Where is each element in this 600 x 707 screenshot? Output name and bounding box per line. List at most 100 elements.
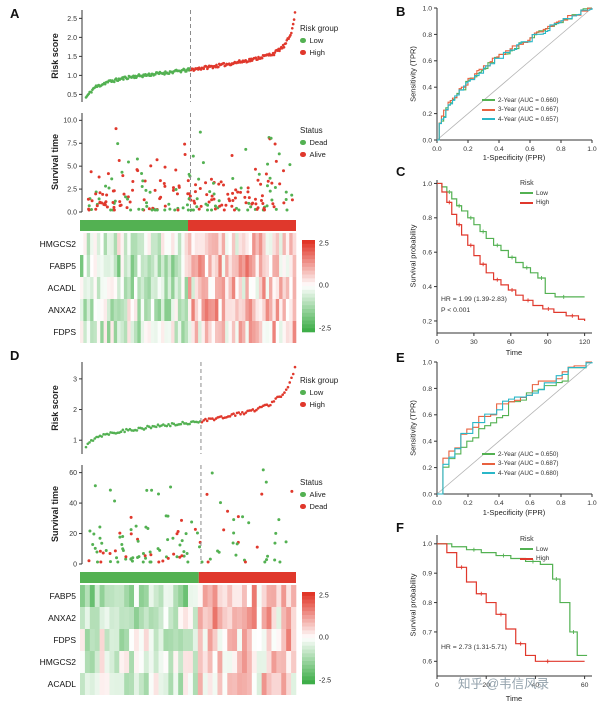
- legend-item-label: Low: [309, 388, 324, 397]
- annotation-line: HR = 2.73 (1.31-5.71): [441, 644, 507, 651]
- svg-text:0.0: 0.0: [423, 137, 433, 144]
- legend-title: Status: [300, 126, 323, 135]
- legend-item-label: Low: [536, 189, 548, 197]
- svg-text:2.5: 2.5: [67, 16, 77, 23]
- legend-A-surv: Status Dead Alive: [300, 126, 327, 159]
- svg-text:0.6: 0.6: [525, 146, 535, 153]
- watermark: 知乎 @韦信风录: [458, 677, 550, 691]
- legend-item-high: High: [300, 400, 338, 409]
- gene-label-hmgcs2: HMGCS2: [39, 657, 76, 667]
- svg-text:3: 3: [73, 376, 77, 383]
- legend-item: High: [520, 199, 549, 206]
- gene-label-anxa2: ANXA2: [48, 613, 76, 623]
- low-dot-icon: [300, 389, 306, 396]
- legend-item-label: Alive: [309, 150, 326, 159]
- gene-label-fabp5: FABP5: [49, 591, 76, 601]
- svg-text:0.8: 0.8: [556, 146, 566, 153]
- line-swatch-icon: [520, 557, 533, 560]
- ylabel-A-risk: Risk score: [50, 33, 60, 79]
- panel-label-d: D: [10, 348, 20, 363]
- panel-label-b: B: [396, 4, 406, 19]
- colorbar-tick: 2.5: [319, 592, 329, 600]
- svg-text:40: 40: [532, 682, 540, 689]
- B-roc: 0.0 0.2 0.4 0.6 0.8 1.0 0.0 0.2 0.4 0.6 0.8 1.0: [423, 5, 597, 153]
- legend-item: Low: [520, 546, 549, 553]
- xlabel-C-km: Time: [505, 348, 523, 357]
- ylabel-C-km: Survival probability: [408, 224, 418, 288]
- svg-text:0.0: 0.0: [432, 146, 442, 153]
- gene-label-fdps: FDPS: [53, 327, 76, 337]
- svg-text:0: 0: [435, 682, 439, 689]
- legend-item-label: Low: [309, 36, 324, 45]
- legend-item: High: [520, 555, 549, 562]
- high-dot-icon: [300, 401, 306, 408]
- svg-text:1.0: 1.0: [587, 500, 597, 507]
- svg-text:0.8: 0.8: [423, 600, 433, 607]
- legend-item-dead: Dead: [300, 502, 327, 511]
- legend-item: 3-Year (AUC = 0.687): [482, 460, 559, 467]
- legend-title: Risk group: [300, 376, 339, 385]
- annotation-F-km: HR = 2.73 (1.31-5.71): [441, 643, 507, 654]
- A-heat: [80, 220, 315, 343]
- legend-D-surv: Status Alive Dead: [300, 478, 327, 511]
- legend-item: 4-Year (AUC = 0.680): [482, 470, 559, 477]
- panel-label-a: A: [10, 6, 20, 21]
- D-heat: [80, 572, 315, 695]
- legend-title: Status: [300, 478, 323, 487]
- ylabel-F-km: Survival probability: [408, 573, 418, 637]
- ylabel-E-roc: Sensitivity (TPR): [408, 400, 418, 456]
- svg-text:60: 60: [581, 682, 589, 689]
- high-dot-icon: [300, 49, 306, 56]
- xlabel-B-roc: 1-Specificity (FPR): [482, 153, 546, 162]
- colorbar-tick: 0.0: [319, 282, 329, 290]
- annotation-line: P < 0.001: [441, 306, 471, 314]
- svg-text:0.0: 0.0: [423, 491, 433, 498]
- svg-text:1: 1: [73, 438, 77, 445]
- panel-label-c: C: [396, 164, 406, 179]
- line-swatch-icon: [482, 108, 495, 111]
- svg-text:0.5: 0.5: [67, 92, 77, 99]
- legend-item-label: High: [536, 199, 550, 206]
- svg-text:0.4: 0.4: [494, 146, 504, 153]
- line-swatch-icon: [520, 201, 533, 204]
- legend-A-risk: Risk group Low High: [300, 24, 338, 57]
- legend-item-label: 3-Year (AUC = 0.667): [498, 106, 559, 113]
- svg-text:0.8: 0.8: [423, 32, 433, 39]
- legend-item-label: Low: [536, 545, 548, 553]
- line-swatch-icon: [482, 472, 495, 474]
- legend-item-label: Dead: [309, 502, 328, 511]
- svg-text:10.0: 10.0: [63, 118, 77, 125]
- legend-item-low: Low: [300, 388, 338, 397]
- legend-item-label: 4-Year (AUC = 0.657): [498, 115, 559, 123]
- svg-text:0.0: 0.0: [432, 500, 442, 507]
- colorbar-tick: -2.5: [319, 325, 332, 333]
- svg-text:40: 40: [69, 500, 77, 507]
- line-swatch-icon: [482, 118, 495, 120]
- svg-text:0.4: 0.4: [494, 500, 504, 507]
- gene-label-acadl: ACADL: [47, 283, 76, 293]
- legend-E-roc: 2-Year (AUC = 0.650) 3-Year (AUC = 0.687)…: [482, 448, 559, 477]
- svg-text:0.2: 0.2: [423, 318, 433, 325]
- legend-item-high: High: [300, 48, 338, 57]
- legend-item-label: Alive: [309, 490, 326, 499]
- legend-title: Risk: [520, 536, 534, 543]
- svg-text:0.6: 0.6: [423, 58, 433, 65]
- svg-text:2.0: 2.0: [67, 35, 77, 42]
- panel-label-e: E: [396, 350, 405, 365]
- svg-text:5.0: 5.0: [67, 164, 77, 171]
- legend-item-label: High: [309, 48, 325, 57]
- svg-text:0.2: 0.2: [423, 111, 433, 118]
- svg-text:0.8: 0.8: [556, 500, 566, 507]
- svg-text:1.5: 1.5: [67, 54, 77, 61]
- dead-dot-icon: [300, 139, 306, 146]
- D-surv: 0 20 40 60: [69, 465, 294, 568]
- legend-C-km: Risk Low High: [520, 180, 549, 206]
- svg-text:7.5: 7.5: [67, 141, 77, 148]
- svg-text:0.6: 0.6: [525, 500, 535, 507]
- svg-text:20: 20: [482, 682, 490, 689]
- legend-title: Risk group: [300, 24, 339, 33]
- legend-D-risk: Risk group Low High: [300, 376, 338, 409]
- svg-text:0.6: 0.6: [423, 659, 433, 666]
- D-risk: 1 2 3: [73, 362, 297, 454]
